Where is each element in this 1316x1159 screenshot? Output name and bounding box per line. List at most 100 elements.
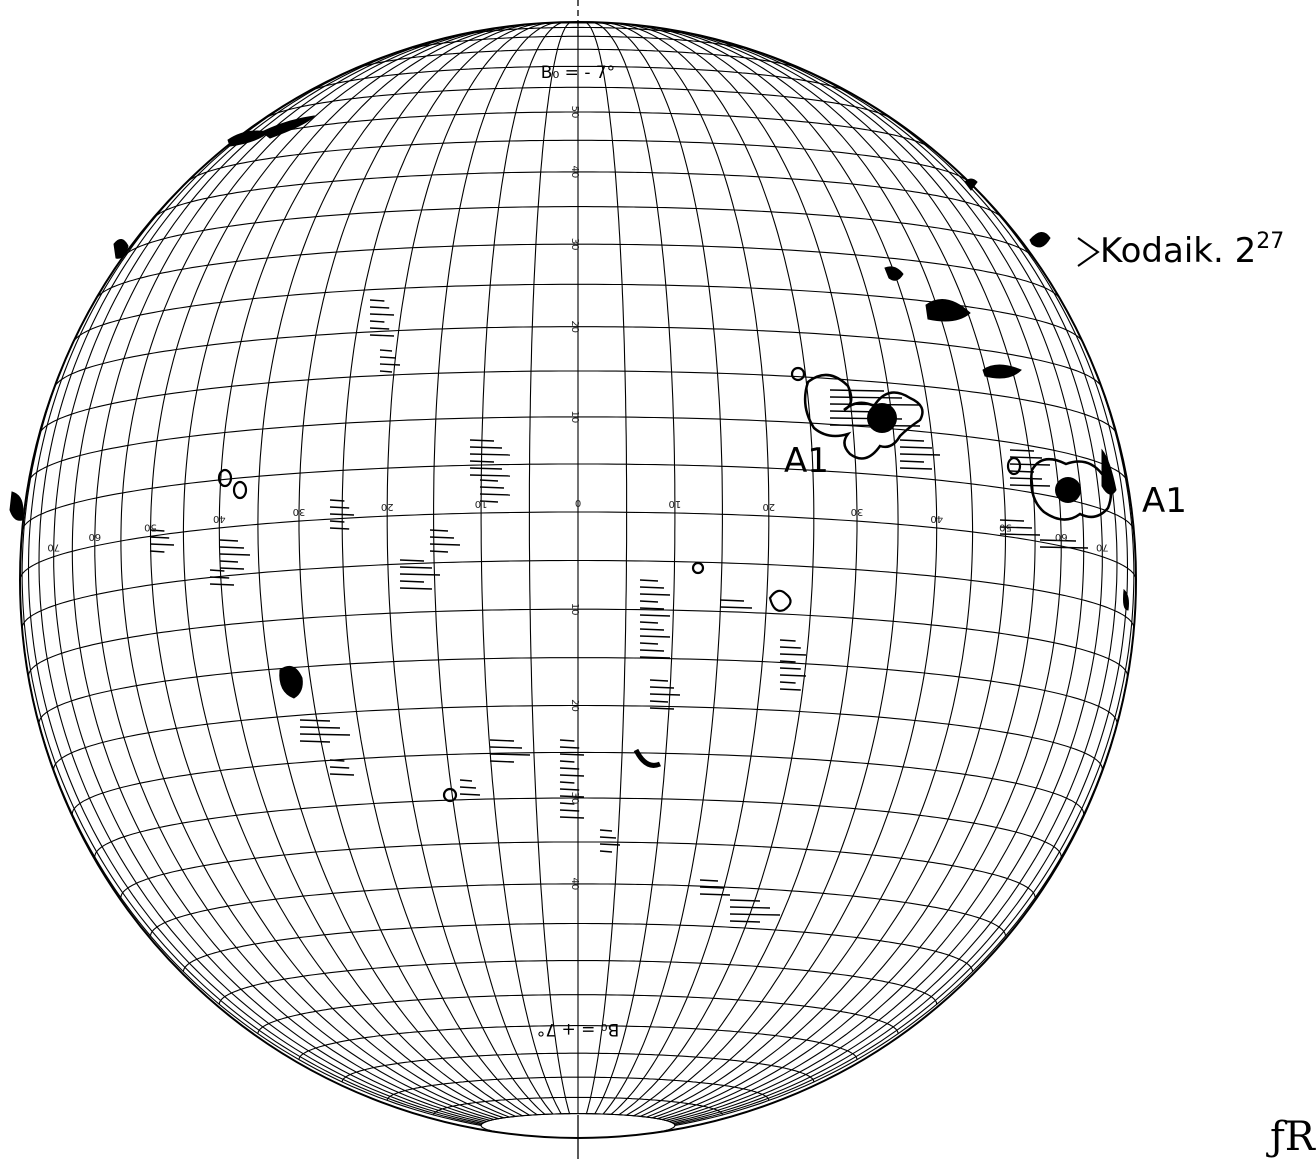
meridian-line — [120, 31, 499, 1120]
meridian-line — [602, 22, 723, 1115]
meridian-line — [182, 25, 510, 1118]
parallel-line — [120, 841, 1036, 898]
plage-hatch-stroke — [399, 559, 425, 562]
parallel-line — [182, 922, 974, 972]
plage-hatch-stroke — [399, 587, 433, 590]
meridian-line — [657, 31, 1036, 1120]
plage-hatch-stroke — [459, 793, 481, 796]
meridian-line — [480, 22, 562, 1115]
meridian-line — [674, 257, 1135, 1125]
plage-hatch-stroke — [399, 580, 425, 583]
parallel-line — [257, 994, 899, 1034]
latitude-tick-label: 20 — [569, 699, 580, 712]
meridian-line — [585, 22, 628, 1114]
plage-hatch-stroke — [719, 606, 753, 609]
source-bracket — [1077, 237, 1100, 267]
sunspots — [217, 366, 1113, 803]
plage-hatch-stroke — [299, 740, 331, 743]
pore-5 — [442, 787, 458, 803]
plage-hatch-stroke — [299, 733, 351, 736]
plage-hatch-stroke — [459, 779, 473, 782]
parallel-line — [38, 370, 1118, 435]
parallel-line — [28, 416, 1128, 482]
parallel-line — [263, 86, 893, 120]
filament-ne-1 — [884, 266, 904, 281]
plage-hatch-stroke — [899, 460, 925, 463]
plage-hatch-stroke — [369, 306, 390, 309]
plage-hatch-stroke — [559, 809, 580, 812]
plage-hatch-stroke — [639, 628, 665, 631]
plage-hatch-stroke — [779, 660, 796, 663]
meridian-line — [652, 27, 1007, 1119]
plage-hatch-stroke — [219, 567, 245, 570]
plage-hatch-stroke — [1039, 539, 1077, 542]
plage-hatch-stroke — [559, 767, 580, 770]
parallel-line — [433, 1096, 723, 1115]
plage-hatch-stroke — [369, 320, 385, 323]
plage-hatch-stroke — [899, 439, 925, 442]
meridian-line — [528, 22, 571, 1114]
latitude-tick-label: 20 — [569, 320, 580, 333]
parallel-line — [398, 35, 758, 53]
meridian-line — [674, 579, 1137, 1126]
signature: ƒR — [1266, 1114, 1316, 1159]
plage-hatch-stroke — [899, 467, 933, 470]
plage-hatch-stroke — [599, 843, 621, 846]
plage-hatch-stroke — [999, 519, 1025, 522]
plage-hatch-stroke — [489, 760, 515, 763]
plage-hatch-stroke — [559, 753, 585, 756]
meridian-line — [610, 22, 770, 1115]
plage-hatch-stroke — [149, 550, 165, 553]
latitude-tick-label: 40 — [569, 878, 580, 891]
plage-hatch-stroke — [379, 370, 393, 373]
plage-hatch-stroke — [639, 621, 659, 624]
parallel-line — [21, 463, 1135, 531]
longitude-tick-label: 40 — [213, 513, 226, 524]
parallel-line — [71, 751, 1085, 815]
plage-hatch-stroke — [999, 526, 1033, 529]
longitude-tick-label: 10 — [669, 498, 682, 509]
meridian-line — [665, 41, 1085, 1121]
parallel-line — [53, 326, 1103, 388]
plage-hatch-stroke — [429, 550, 449, 553]
plage-hatch-stroke — [559, 795, 585, 798]
longitude-tick-label: 60 — [88, 531, 101, 542]
longitude-tick-label: 50 — [144, 521, 157, 532]
plage-hatch-stroke — [369, 313, 395, 316]
meridian-line — [27, 124, 483, 1124]
plage-hatch-stroke — [639, 586, 665, 589]
plage-hatch-stroke — [639, 614, 671, 617]
plage-hatch-stroke — [429, 529, 449, 532]
plage-hatch-stroke — [639, 642, 659, 645]
plage-hatch-stroke — [379, 349, 393, 352]
plage-hatch-stroke — [699, 893, 731, 896]
pore-4 — [691, 561, 705, 575]
plage-hatch-stroke — [559, 746, 580, 749]
plage-hatch-stroke — [779, 653, 807, 656]
parallel-line — [96, 243, 1060, 299]
parallel-line — [351, 48, 805, 71]
plage-hatch-stroke — [329, 759, 345, 762]
plage-hatch-stroke — [829, 396, 903, 399]
pore-6 — [1006, 456, 1022, 476]
plage-hatch-stroke — [559, 788, 580, 791]
filament-s — [633, 748, 661, 768]
plage-hatch-stroke — [649, 700, 669, 703]
meridian-line — [298, 23, 530, 1116]
plage-hatch-stroke — [149, 529, 165, 532]
plage-hatch-stroke — [379, 363, 401, 366]
plage-hatch-stroke — [399, 573, 441, 576]
pore-2 — [217, 468, 233, 488]
polar-cap-line — [480, 1113, 676, 1135]
plage-hatch-stroke — [699, 886, 725, 889]
longitude-tick-label: 70 — [1096, 542, 1109, 553]
parallel-line — [27, 608, 1129, 677]
longitude-tick-label: 30 — [851, 506, 864, 517]
plage-hatch-stroke — [429, 536, 455, 539]
plage-hatch-stroke — [599, 836, 617, 839]
spot-a1-limb — [1055, 477, 1081, 503]
plage-hatch-stroke — [329, 506, 350, 509]
plage-hatch-stroke — [559, 774, 585, 777]
longitude-tick-label: 10 — [475, 498, 488, 509]
